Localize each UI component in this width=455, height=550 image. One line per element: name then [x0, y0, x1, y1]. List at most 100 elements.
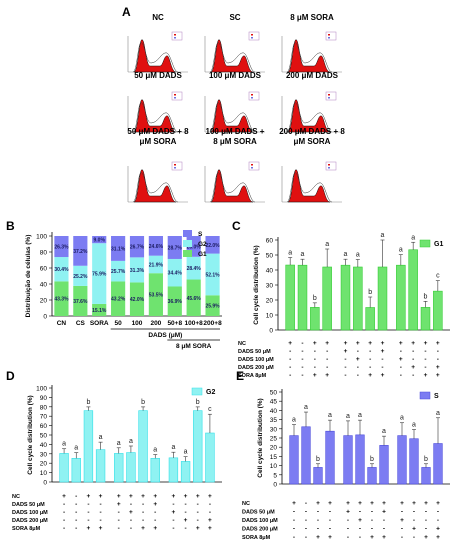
- histogram-title: 50 μM DADS: [134, 71, 182, 80]
- significance-letter: a: [153, 447, 157, 454]
- treatment-cell: -: [142, 501, 144, 508]
- x-tick-label: 50+8: [167, 320, 182, 327]
- treatment-cell: -: [381, 364, 383, 371]
- y-tick-label: 20: [40, 461, 48, 468]
- histogram-title: 50 μM DADS + 8: [127, 127, 189, 136]
- treatment-cell: -: [305, 534, 307, 541]
- group-label: DADS (μM): [148, 332, 182, 339]
- y-tick-label: 5: [273, 472, 277, 479]
- y-tick-label: 50: [270, 390, 278, 397]
- treatment-cell: -: [425, 526, 427, 533]
- significance-letter: a: [301, 251, 305, 258]
- stacked-bar-segment-s: [129, 236, 145, 258]
- y-tick-label: 40: [40, 282, 48, 289]
- data-label: 34.4%: [168, 271, 183, 277]
- treatment-cell: -: [63, 517, 65, 524]
- histogram: SC: [204, 13, 265, 73]
- bar: [322, 266, 332, 331]
- treatment-cell: -: [118, 525, 120, 532]
- treatment-cell: +: [141, 525, 145, 532]
- treatment-cell: -: [293, 517, 295, 524]
- stacked-bar-segment-g2: [129, 257, 145, 283]
- treatment-cell: +: [399, 340, 403, 347]
- significance-letter: a: [346, 413, 350, 420]
- treatment-cell: +: [382, 534, 386, 541]
- treatment-cell: +: [381, 372, 385, 379]
- treatment-cell: -: [425, 509, 427, 516]
- treatment-cell: -: [293, 509, 295, 516]
- histogram-legend-box: [171, 91, 183, 101]
- significance-letter: a: [292, 417, 296, 424]
- g1-peak: [210, 99, 254, 133]
- treatment-cell: -: [209, 509, 211, 516]
- stacked-bar-chart: 0 20 40 60 80 100 Distribuição de células (%) 4…: [25, 230, 222, 350]
- treatment-cell: +: [381, 340, 385, 347]
- stacked-bar-segment-s: [92, 236, 107, 244]
- fit-curve: [209, 102, 256, 133]
- treatment-cell: +: [370, 500, 374, 507]
- stacked-bar-segment-g1: [129, 282, 145, 316]
- treatment-cell: -: [326, 348, 328, 355]
- histogram: 50 μM DADS: [127, 71, 188, 133]
- significance-letter: a: [171, 444, 175, 451]
- treatment-cell: -: [142, 509, 144, 516]
- treatment-cell: -: [412, 348, 414, 355]
- panel-d-label: D: [6, 369, 15, 383]
- histogram-title: 8 μM SORA: [290, 13, 334, 22]
- treatment-cell: -: [381, 356, 383, 363]
- g1-peak: [210, 169, 254, 203]
- y-tick-label: 60: [40, 423, 48, 430]
- treatment-cell: -: [344, 372, 346, 379]
- treatment-cell: +: [368, 372, 372, 379]
- stacked-bar-segment-g1: [148, 273, 163, 316]
- bar: [95, 449, 106, 483]
- y-tick-label: 35: [270, 417, 278, 424]
- histogram-legend-box: [171, 31, 183, 41]
- treatment-row-label: DADS 100 μM: [242, 518, 278, 524]
- treatment-cell: -: [63, 501, 65, 508]
- histogram: 200 μM DADS: [281, 71, 342, 133]
- treatment-cell: -: [75, 493, 77, 500]
- bar: [408, 249, 418, 331]
- y-tick-label: 70: [40, 414, 48, 421]
- data-label: 36.9%: [168, 299, 183, 305]
- treatment-cell: +: [288, 340, 292, 347]
- bar: [205, 432, 215, 483]
- data-label: 37.2%: [73, 249, 88, 255]
- treatment-cell: +: [356, 356, 360, 363]
- treatment-cell: -: [301, 340, 303, 347]
- treatment-cell: -: [425, 517, 427, 524]
- y-tick-label: 30: [40, 451, 48, 458]
- histogram-title: 100 μM DADS: [209, 71, 262, 80]
- bar: [313, 467, 323, 485]
- treatment-cell: -: [371, 517, 373, 524]
- bar: [71, 458, 81, 483]
- significance-letter: b: [424, 456, 428, 463]
- treatment-cell: +: [292, 500, 296, 507]
- treatment-cell: -: [359, 509, 361, 516]
- bar: [420, 307, 431, 331]
- treatment-cell: -: [172, 525, 174, 532]
- significance-letter: a: [325, 241, 329, 248]
- treatment-cell: +: [153, 501, 157, 508]
- treatment-cell: +: [436, 372, 440, 379]
- data-label: 9.0%: [94, 238, 106, 244]
- legend-label: S: [198, 231, 203, 238]
- treatment-cell: +: [99, 493, 103, 500]
- treatment-cell: -: [314, 364, 316, 371]
- treatment-cell: +: [346, 509, 350, 516]
- treatment-cell: +: [325, 372, 329, 379]
- treatment-cell: +: [87, 493, 91, 500]
- data-label: 37.6%: [73, 299, 88, 305]
- treatment-cell: +: [344, 348, 348, 355]
- treatment-cell: -: [317, 509, 319, 516]
- x-tick-label: 100: [132, 320, 143, 327]
- stacked-bar-segment-g2: [205, 253, 220, 296]
- histogram-legend-swatch: [251, 37, 253, 39]
- treatment-cell: -: [172, 517, 174, 524]
- treatment-row-label: DADS 100 μM: [238, 357, 274, 363]
- significance-letter: b: [196, 399, 200, 406]
- y-axis-title: Cell cycle distribution (%): [257, 398, 264, 477]
- stacked-bar-segment-g1: [205, 295, 220, 316]
